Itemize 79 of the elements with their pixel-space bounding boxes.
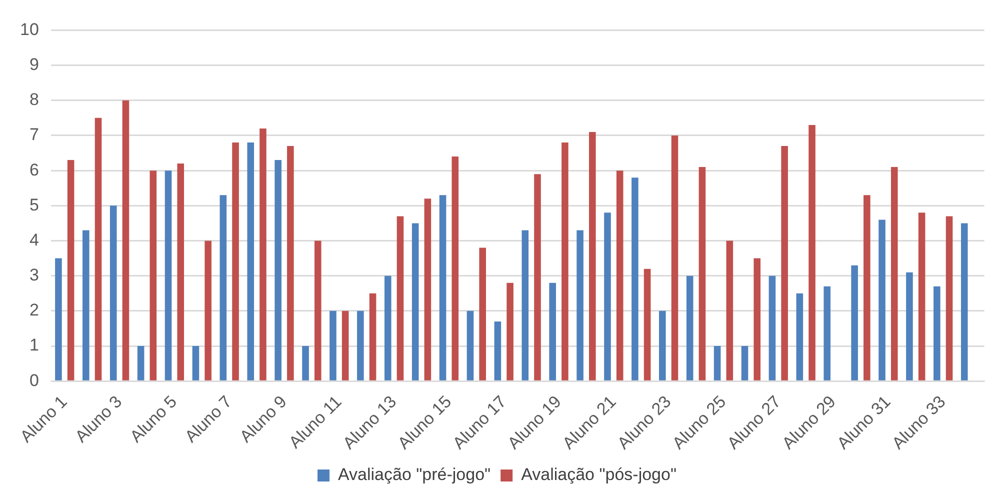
bar: [122, 100, 130, 380]
y-tick-label: 6: [29, 160, 39, 180]
bar: [232, 142, 239, 380]
bar: [549, 282, 556, 380]
y-tick-label: 9: [29, 54, 39, 74]
bar: [796, 293, 804, 380]
bar: [906, 272, 913, 380]
bar: [314, 240, 322, 380]
bar: [589, 132, 596, 380]
bar: [357, 310, 364, 380]
y-tick-label: 4: [29, 230, 39, 250]
bar: [67, 160, 74, 380]
bar: [754, 258, 761, 380]
bar: [890, 167, 898, 380]
bar: [768, 276, 776, 380]
bar: [94, 118, 102, 380]
bar: [562, 142, 568, 380]
bar: [247, 142, 254, 380]
bar: [452, 156, 459, 380]
bar: [396, 216, 404, 380]
bar: [851, 265, 858, 380]
bar: [918, 212, 926, 380]
bar: [671, 135, 678, 380]
bar: [150, 170, 157, 380]
bar: [616, 170, 624, 380]
bar: [164, 170, 172, 380]
bar: [137, 346, 144, 380]
bar: [82, 230, 90, 380]
bar: [824, 286, 831, 380]
legend-label: Avaliação "pré-jogo": [338, 465, 491, 484]
bar: [864, 195, 870, 380]
bar: [698, 167, 706, 380]
bar: [302, 346, 309, 380]
bar: [220, 195, 227, 380]
bar: [934, 286, 940, 380]
bar: [204, 240, 212, 380]
bar: [412, 223, 419, 380]
bar: [632, 178, 638, 380]
bar: [369, 293, 376, 380]
y-tick-label: 10: [20, 20, 39, 39]
y-tick-label: 1: [29, 336, 39, 355]
y-tick-label: 7: [29, 125, 39, 144]
bar: [534, 174, 541, 380]
bar: [781, 146, 788, 380]
bar: [287, 146, 294, 380]
bar: [55, 258, 62, 380]
bar: [808, 124, 816, 380]
bar: [424, 198, 432, 380]
bar: [384, 276, 392, 380]
bar: [946, 216, 953, 380]
y-tick-label: 3: [29, 266, 39, 285]
bar: [726, 240, 734, 380]
y-tick-label: 8: [29, 90, 39, 110]
bar: [177, 164, 184, 380]
bar: [714, 346, 721, 380]
bar: [659, 310, 666, 380]
bar: [330, 310, 336, 380]
y-tick-label: 2: [29, 300, 39, 320]
bar: [960, 223, 968, 380]
bar: [741, 346, 748, 380]
bar: [466, 310, 474, 380]
y-tick-label: 0: [29, 370, 39, 390]
bar: [576, 230, 584, 380]
bar: [604, 212, 611, 380]
bar: [644, 268, 651, 380]
bar: [479, 248, 486, 380]
legend-label: Avaliação "pós-jogo": [521, 465, 676, 484]
y-tick-label: 5: [29, 195, 39, 214]
bar: [494, 321, 502, 380]
bar: [686, 276, 694, 380]
bar: [522, 230, 529, 380]
bar: [260, 128, 266, 380]
bar: [506, 282, 514, 380]
bar: [439, 195, 446, 380]
bar: [342, 310, 349, 380]
bar: [878, 220, 886, 380]
bar: [274, 160, 282, 380]
bar: [110, 206, 117, 380]
bar: [192, 346, 200, 380]
